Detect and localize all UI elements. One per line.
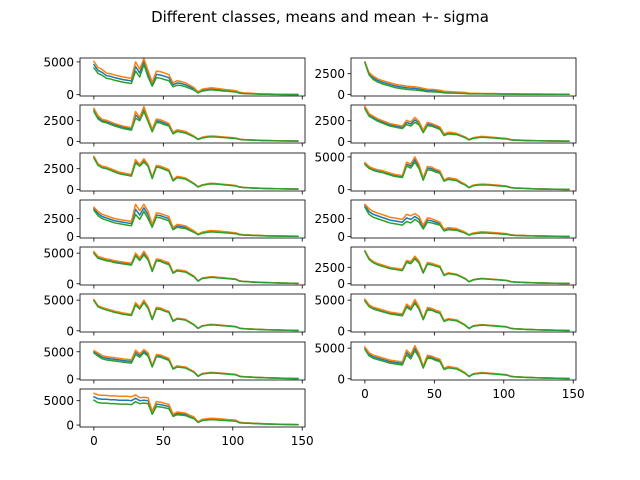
subplot-row7-right: 0 5000 0 50 100 150 <box>314 341 585 401</box>
x-tick-label: 100 <box>492 387 515 401</box>
subplot-row2-left: 0 2500 <box>43 104 306 149</box>
series-line-lower <box>93 63 299 96</box>
series-line-lower <box>93 299 299 332</box>
axes-frame <box>350 341 577 381</box>
x-tick-label: 0 <box>90 434 98 448</box>
subplot-row3-right: 0 5000 <box>314 150 577 197</box>
subplot-row2-right: 0 2500 <box>314 104 577 149</box>
x-tick-label: 0 <box>361 387 369 401</box>
x-tick-label: 50 <box>427 387 442 401</box>
series-line-lower <box>364 107 570 142</box>
series-line-lower <box>93 110 299 142</box>
subplot-row6-left: 0 5000 <box>43 293 306 338</box>
axes-frame <box>79 152 306 192</box>
figure-suptitle: Different classes, means and mean +- sig… <box>151 8 489 26</box>
series-line-lower <box>364 348 570 380</box>
series-line-lower <box>93 399 299 426</box>
y-tick-label: 2500 <box>314 67 345 81</box>
x-tick-label: 100 <box>221 434 244 448</box>
y-tick-label: 0 <box>66 135 74 149</box>
y-tick-label: 2500 <box>43 212 74 226</box>
subplot-row7-left: 0 5000 <box>43 341 306 386</box>
axes-frame <box>79 57 306 97</box>
y-tick-label: 0 <box>66 183 74 197</box>
y-tick-label: 2500 <box>314 212 345 226</box>
series-line-lower <box>364 206 570 238</box>
axes-frame <box>79 246 306 286</box>
axes-frame <box>79 341 306 381</box>
y-tick-label: 0 <box>337 324 345 338</box>
y-tick-label: 5000 <box>43 345 74 359</box>
x-tick-label: 150 <box>291 434 314 448</box>
series-line-lower <box>93 252 299 285</box>
subplot-row6-right: 0 5000 <box>314 293 577 338</box>
subplot-row3-left: 0 2500 <box>43 152 306 197</box>
y-tick-label: 0 <box>66 372 74 386</box>
y-tick-label: 2500 <box>314 261 345 275</box>
subplot-row8-left: 0 5000 0 50 100 150 <box>43 388 314 448</box>
subplot-row4-left: 0 2500 <box>43 199 306 244</box>
y-tick-label: 5000 <box>314 342 345 356</box>
axes-frame <box>350 104 577 144</box>
subplots-grid: 0500002500025000250002500050000250002500… <box>43 55 584 448</box>
y-tick-label: 2500 <box>314 114 345 128</box>
subplot-row1-right: 0 2500 <box>314 57 577 102</box>
axes-frame <box>79 104 306 144</box>
x-tick-label: 150 <box>562 387 585 401</box>
x-tick-label: 50 <box>156 434 171 448</box>
y-tick-label: 0 <box>337 230 345 244</box>
y-tick-label: 5000 <box>43 294 74 308</box>
y-tick-label: 0 <box>337 372 345 386</box>
axes-frame <box>350 293 577 333</box>
subplot-row1-left: 0 5000 <box>43 55 306 102</box>
subplot-row4-right: 0 2500 <box>314 199 577 244</box>
axes-frame <box>350 152 577 192</box>
y-tick-label: 5000 <box>314 294 345 308</box>
y-tick-label: 2500 <box>43 162 74 176</box>
y-tick-label: 0 <box>66 419 74 433</box>
axes-frame <box>350 246 577 286</box>
y-tick-label: 2500 <box>43 114 74 128</box>
series-line-lower <box>364 61 570 96</box>
axes-frame <box>79 293 306 333</box>
series-line-lower <box>364 250 570 285</box>
subplot-row5-right: 0 2500 <box>314 246 577 291</box>
y-tick-label: 0 <box>66 324 74 338</box>
y-tick-label: 0 <box>337 183 345 197</box>
y-tick-label: 5000 <box>314 150 345 164</box>
y-tick-label: 0 <box>337 135 345 149</box>
series-line-lower <box>364 161 570 191</box>
axes-frame <box>350 57 577 97</box>
axes-frame <box>79 388 306 428</box>
y-tick-label: 0 <box>66 277 74 291</box>
subplot-row5-left: 0 5000 <box>43 246 306 291</box>
series-line-lower <box>93 209 299 238</box>
y-tick-label: 0 <box>66 88 74 102</box>
y-tick-label: 5000 <box>43 55 74 69</box>
series-line-lower <box>93 352 299 380</box>
y-tick-label: 5000 <box>43 247 74 261</box>
y-tick-label: 5000 <box>43 394 74 408</box>
y-tick-label: 0 <box>337 277 345 291</box>
y-tick-label: 0 <box>337 88 345 102</box>
series-line-lower <box>93 157 299 190</box>
y-tick-label: 0 <box>66 230 74 244</box>
series-line-lower <box>364 300 570 332</box>
